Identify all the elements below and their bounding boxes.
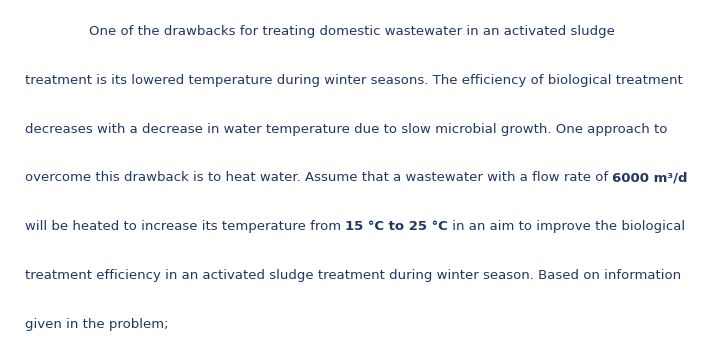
Text: overcome this drawback is to heat water. Assume that a wastewater with a flow ra: overcome this drawback is to heat water.…: [25, 171, 613, 184]
Text: treatment efficiency in an activated sludge treatment during winter season. Base: treatment efficiency in an activated slu…: [25, 269, 681, 282]
Text: treatment is its lowered temperature during winter seasons. The efficiency of bi: treatment is its lowered temperature dur…: [25, 74, 683, 87]
Text: given in the problem;: given in the problem;: [25, 318, 169, 331]
Text: will be heated to increase its temperature from: will be heated to increase its temperatu…: [25, 220, 346, 233]
Text: decreases with a decrease in water temperature due to slow microbial growth. One: decreases with a decrease in water tempe…: [25, 123, 668, 136]
Text: 15 °C to 25 °C: 15 °C to 25 °C: [346, 220, 448, 233]
Text: 6000 m³/d: 6000 m³/d: [613, 171, 688, 184]
Text: One of the drawbacks for treating domestic wastewater in an activated sludge: One of the drawbacks for treating domest…: [89, 25, 615, 38]
Text: in an aim to improve the biological: in an aim to improve the biological: [448, 220, 685, 233]
